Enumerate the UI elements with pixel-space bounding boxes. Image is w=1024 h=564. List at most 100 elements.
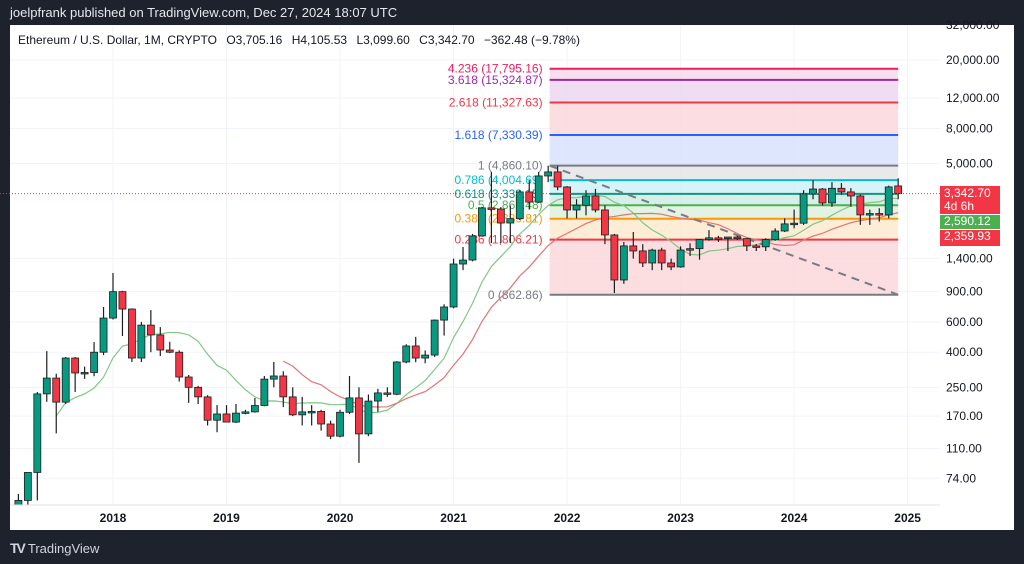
candle-up xyxy=(250,405,259,413)
fib-band xyxy=(549,205,899,219)
x-tick-label: 2019 xyxy=(213,511,240,525)
candle-down xyxy=(742,238,751,247)
candle-down xyxy=(591,195,600,211)
candle-up xyxy=(686,248,694,251)
candle-up xyxy=(345,397,354,413)
candle-up xyxy=(884,186,893,216)
candle-up xyxy=(582,195,590,206)
candle-up xyxy=(572,204,581,211)
bar-countdown: 4d 6h xyxy=(944,199,975,213)
fib-level-label: 0.5 (2,861.48) xyxy=(468,198,543,212)
candle-down xyxy=(118,291,127,310)
plot-area: 4.236 (17,795.16)3.618 (15,324.87) 2.618 … xyxy=(10,25,940,505)
tradingview-brand[interactable]: TV TradingView xyxy=(10,540,99,556)
candle-up xyxy=(515,191,524,220)
candle-down xyxy=(355,397,363,435)
candle-up xyxy=(780,223,789,232)
candle-down xyxy=(52,377,61,403)
candle-up xyxy=(260,378,269,406)
y-tick-label: 600.00 xyxy=(946,315,983,329)
candle-down xyxy=(383,392,392,395)
y-tick-label: 1,400.00 xyxy=(946,252,993,266)
candle-up xyxy=(544,171,553,177)
y-tick-label: 20,000.00 xyxy=(946,53,1000,67)
fib-level-label: 0.236 (1,806.21) xyxy=(455,233,543,247)
fib-band xyxy=(549,165,899,181)
brand-name: TradingView xyxy=(27,540,100,556)
candle-down xyxy=(194,386,203,398)
fib-band xyxy=(549,68,899,80)
y-tick-label: 74.00 xyxy=(946,471,976,485)
candle-down xyxy=(638,250,647,264)
y-tick-label: 900.00 xyxy=(946,285,983,299)
ma-green-tag: 2,590.12 xyxy=(940,215,1000,229)
candle-up xyxy=(269,375,278,380)
x-tick-label: 2021 xyxy=(440,511,467,525)
ohlc-close: C3,342.70 xyxy=(419,33,475,47)
moving-average-fast-line xyxy=(55,194,899,417)
ohlc-open: O3,705.16 xyxy=(226,33,283,47)
candle-up xyxy=(14,500,23,505)
candle-down xyxy=(128,308,136,359)
x-tick-label: 2023 xyxy=(667,511,694,525)
candle-up xyxy=(42,377,51,395)
candle-down xyxy=(657,249,666,264)
candle-up xyxy=(809,188,817,195)
last-price-tag: 3,342.70 4d 6h xyxy=(940,186,1000,214)
candle-down xyxy=(279,375,288,398)
candle-down xyxy=(714,237,723,240)
y-tick-label: 250.00 xyxy=(946,380,983,394)
y-tick-label: 400.00 xyxy=(946,345,983,359)
candle-up xyxy=(137,324,146,359)
candle-down xyxy=(563,186,571,211)
candle-down xyxy=(837,187,846,193)
fib-level-label: 0.786 (4,004.69) xyxy=(455,173,543,187)
candle-up xyxy=(648,249,657,264)
price-change: −362.48 (−9.78%) xyxy=(483,33,580,47)
candle-down xyxy=(629,245,638,252)
y-tick-label: 170.00 xyxy=(946,409,983,423)
symbol-legend: Ethereum / U.S. Dollar, 1M, CRYPTO O3,70… xyxy=(18,33,586,47)
y-tick-label: 32,000.00 xyxy=(946,18,1000,32)
candle-up xyxy=(430,319,439,356)
candle-up xyxy=(23,472,32,501)
candle-up xyxy=(761,239,770,248)
candle-up xyxy=(109,291,117,319)
candle-up xyxy=(790,222,799,226)
x-tick-label: 2022 xyxy=(554,511,581,525)
candle-down xyxy=(601,209,609,236)
candle-up xyxy=(478,207,486,237)
y-tick-label: 12,000.00 xyxy=(946,91,1000,105)
moving-average-slow-line xyxy=(282,212,899,408)
candle-down xyxy=(610,234,619,281)
fib-level-label: 1.618 (7,330.39) xyxy=(455,128,543,142)
candle-down xyxy=(222,413,231,423)
candle-up xyxy=(373,392,382,402)
candle-down xyxy=(71,357,80,374)
x-tick-label: 2024 xyxy=(781,511,808,525)
candle-up xyxy=(232,412,240,423)
candle-up xyxy=(705,237,713,241)
candle-up xyxy=(619,245,628,281)
candle-up xyxy=(771,230,780,241)
candle-up xyxy=(676,249,685,268)
published-header: joelpfrank published on TradingView.com,… xyxy=(10,5,398,20)
fib-band xyxy=(549,180,899,194)
fib-band xyxy=(549,134,899,166)
candle-up xyxy=(99,317,108,353)
candle-up xyxy=(449,263,458,308)
dashed-trendline xyxy=(549,164,899,296)
candle-up xyxy=(421,354,430,359)
y-tick-label: 8,000.00 xyxy=(946,121,993,135)
candle-up xyxy=(468,235,477,261)
candle-down xyxy=(496,208,505,224)
candle-down xyxy=(733,236,742,240)
fib-level-label: 1 (4,860.10) xyxy=(478,159,543,173)
candle-down xyxy=(411,345,420,359)
tradingview-logo-icon: TV xyxy=(10,540,26,556)
candle-down xyxy=(894,185,903,195)
last-price: 3,342.70 xyxy=(944,186,991,200)
candle-up xyxy=(459,259,467,265)
candle-up xyxy=(865,213,874,216)
